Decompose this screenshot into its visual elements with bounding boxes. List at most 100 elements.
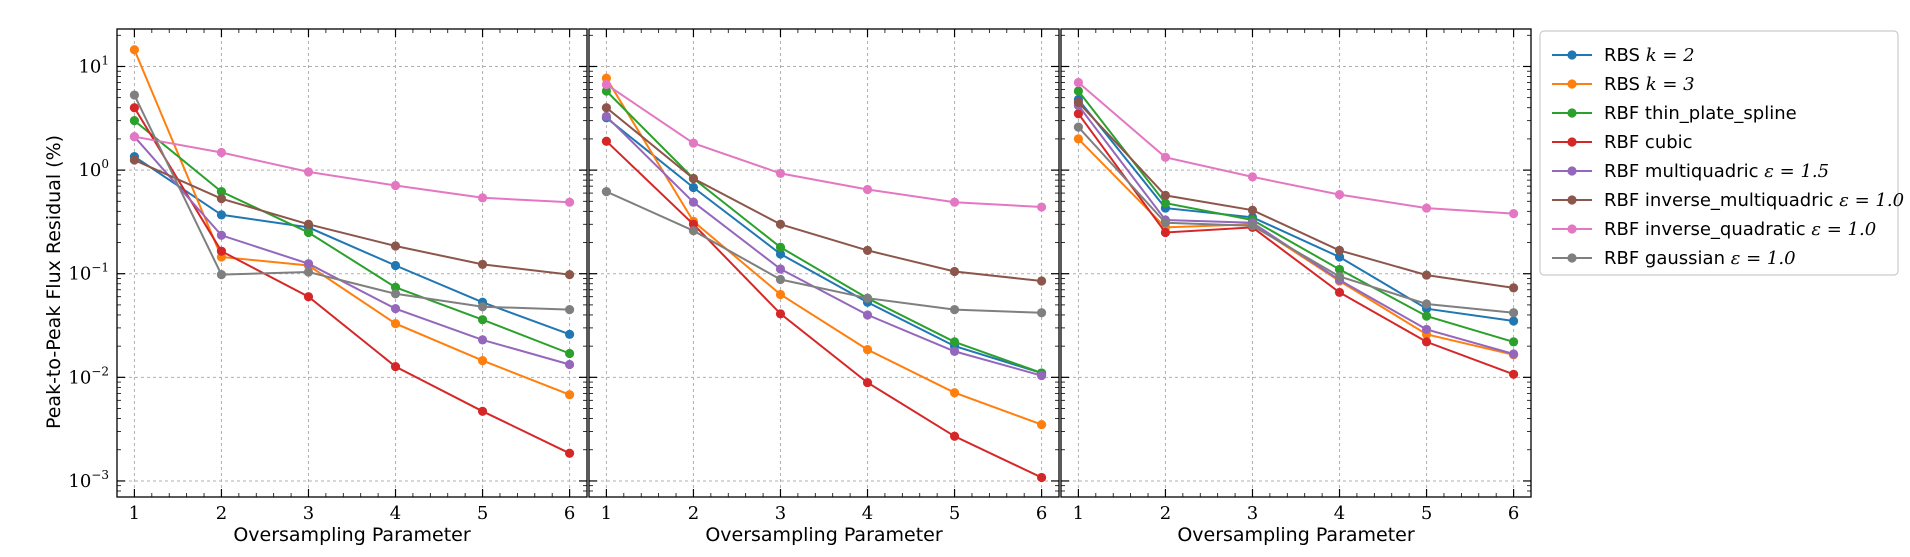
data-point [564, 390, 575, 400]
data-point [775, 289, 786, 300]
data-point [1073, 122, 1084, 132]
data-point [775, 242, 786, 252]
data-point [564, 197, 575, 207]
x-tick-label: 5 [1421, 503, 1432, 524]
data-point [1036, 308, 1047, 318]
data-point [477, 406, 488, 416]
data-point [1036, 202, 1047, 212]
data-point [1160, 218, 1171, 228]
data-point [775, 249, 786, 259]
series-rbs-k-2 [129, 151, 575, 339]
data-point [477, 302, 488, 312]
data-point [688, 173, 699, 184]
series-line [133, 94, 570, 311]
series-rbf-multiquadric [129, 132, 575, 370]
x-tick-label: 4 [1334, 503, 1345, 524]
data-point [1334, 271, 1345, 282]
series-line [133, 136, 570, 366]
data-point [390, 289, 401, 299]
series-line [605, 90, 1042, 374]
x-tick-label: 2 [688, 503, 699, 524]
axes-frame [116, 28, 588, 498]
data-point [1247, 205, 1258, 215]
panel-3: 1 2 3 4 5 6 Oversampling Parameter [1060, 28, 1532, 546]
data-point [1421, 311, 1432, 321]
data-point [601, 86, 612, 96]
series-line [133, 49, 570, 396]
x-tick-label: 1 [1073, 503, 1084, 524]
data-point [216, 210, 227, 220]
axes-frame [588, 28, 1060, 498]
data-point [1421, 337, 1432, 347]
legend-label: RBF inverse_multiquadric ε = 1.0 [1604, 190, 1904, 211]
series-line [605, 140, 1043, 479]
series-rbf-gaussian [1073, 122, 1519, 318]
data-point [862, 377, 873, 388]
data-point [1508, 316, 1519, 326]
y-tick-label: 101 [78, 53, 109, 77]
legend-swatch-marker [1567, 108, 1577, 118]
y-tick-label: 10−2 [68, 364, 109, 388]
series-line [605, 77, 1042, 426]
data-point [564, 270, 575, 280]
data-point [390, 180, 401, 191]
data-point [949, 388, 960, 398]
series-line [133, 119, 570, 355]
legend-entry: RBF inverse_quadratic ε = 1.0 [1552, 219, 1876, 240]
legend-label: RBF inverse_quadratic ε = 1.0 [1604, 219, 1876, 240]
data-point [303, 267, 314, 277]
legend-frame [1539, 30, 1899, 276]
data-point [1160, 227, 1171, 238]
data-point [688, 226, 699, 236]
data-point [775, 219, 786, 229]
legend-swatch-marker [1567, 50, 1577, 60]
series-line [1077, 98, 1514, 322]
data-point [477, 259, 488, 269]
data-point [1036, 370, 1047, 381]
series-rbf-cubic [601, 136, 1047, 483]
series-rbf-inverse-quadratic [129, 132, 575, 207]
legend-entry: RBS k = 3 [1552, 74, 1695, 95]
legend-label: RBF thin_plate_spline [1604, 103, 1797, 124]
legend-label: RBF cubic [1604, 132, 1693, 153]
data-point [1421, 270, 1432, 280]
data-point [949, 197, 960, 207]
series-rbf-inverse-multiquadric [601, 103, 1047, 286]
series-line [1077, 101, 1514, 289]
data-point [477, 193, 488, 203]
y-axis-label: Peak-to-Peak Flux Residual (%) [43, 135, 65, 429]
x-tick-label: 4 [862, 503, 873, 524]
legend-entry: RBF thin_plate_spline [1552, 103, 1797, 124]
legend-entry: RBS k = 2 [1552, 45, 1695, 66]
data-point [688, 219, 699, 229]
data-point [390, 241, 401, 251]
series-rbf-inverse-multiquadric [129, 155, 575, 280]
data-point [601, 79, 612, 90]
data-point [129, 155, 140, 165]
data-point [949, 305, 960, 315]
legend-swatch-marker [1567, 166, 1577, 176]
series-line [1077, 126, 1514, 314]
data-point [601, 136, 612, 146]
legend-entry: RBF multiquadric ε = 1.5 [1552, 161, 1829, 182]
data-point [949, 266, 960, 277]
data-point [1036, 419, 1047, 430]
data-point [564, 448, 575, 458]
data-point [303, 259, 314, 269]
series-line [1077, 81, 1514, 215]
x-tick-label: 2 [216, 503, 227, 524]
x-tick-label: 1 [601, 503, 612, 524]
x-tick-label: 5 [477, 503, 488, 524]
y-tick-label: 100 [78, 157, 109, 181]
data-point [129, 116, 140, 126]
data-point [216, 246, 227, 256]
panel-2: 1 2 3 4 5 6 Oversampling Parameter [588, 28, 1060, 546]
y-tick-label: 10−1 [68, 261, 109, 285]
data-point [564, 305, 575, 315]
data-point [390, 304, 401, 314]
data-point [862, 184, 873, 195]
legend-entry: RBF inverse_multiquadric ε = 1.0 [1552, 190, 1904, 211]
legend-label: RBF multiquadric ε = 1.5 [1604, 161, 1829, 182]
grid [589, 29, 1059, 498]
series-line [134, 135, 570, 204]
